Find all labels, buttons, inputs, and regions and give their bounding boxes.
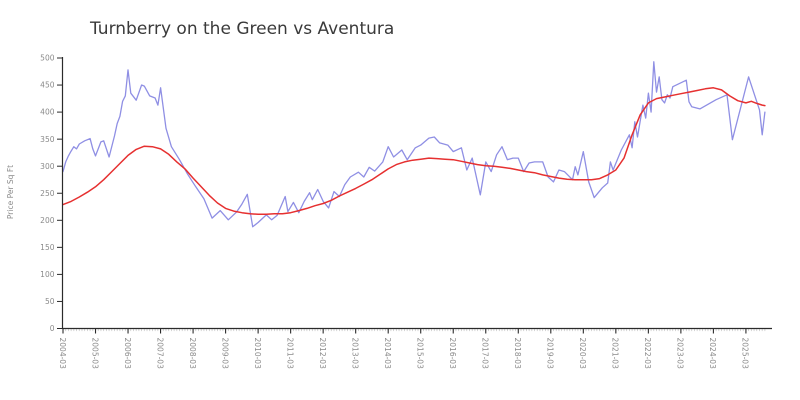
- x-tick-label: 2015-03: [416, 338, 425, 370]
- series-line-aventura: [62, 87, 766, 216]
- y-tick-label: 400: [40, 108, 55, 117]
- y-axis-major-ticks: 0 50 100 150 200 250 300 350 400 450 500: [40, 54, 63, 333]
- x-tick-label: 2012-03: [318, 338, 327, 370]
- x-tick-label: 2023-03: [676, 338, 685, 370]
- y-axis-label: Price Per Sq Ft: [6, 165, 15, 219]
- y-tick-label: 450: [40, 81, 55, 90]
- x-tick-label: 2024-03: [708, 338, 717, 370]
- x-axis-major-ticks: 2004-03 2005-03 2006-03 2007-03 2008-03 2009-…: [58, 328, 750, 370]
- y-tick-label: 200: [40, 216, 55, 225]
- x-tick-label: 2011-03: [285, 338, 294, 370]
- x-tick-label: 2019-03: [546, 338, 555, 370]
- x-tick-label: 2008-03: [188, 338, 197, 370]
- x-tick-label: 2020-03: [578, 338, 587, 370]
- x-tick-label: 2009-03: [220, 338, 229, 370]
- y-tick-label: 300: [40, 162, 55, 171]
- y-tick-label: 250: [40, 189, 55, 198]
- y-tick-label: 150: [40, 243, 55, 252]
- series-line-turnberry: [62, 61, 766, 228]
- x-tick-label: 2014-03: [383, 338, 392, 370]
- x-tick-label: 2013-03: [350, 338, 359, 370]
- x-tick-label: 2016-03: [448, 338, 457, 370]
- y-tick-label: 350: [40, 135, 55, 144]
- x-tick-label: 2005-03: [90, 338, 99, 370]
- axes-spines: [61, 57, 772, 330]
- x-tick-label: 2022-03: [643, 338, 652, 370]
- x-tick-label: 2007-03: [155, 338, 164, 370]
- y-tick-label: 100: [40, 270, 55, 279]
- x-tick-label: 2021-03: [611, 338, 620, 370]
- x-tick-label: 2004-03: [58, 338, 67, 370]
- y-tick-label: 500: [40, 54, 55, 63]
- y-tick-label: 0: [50, 324, 55, 333]
- x-tick-label: 2025-03: [741, 338, 750, 370]
- x-tick-label: 2006-03: [123, 338, 132, 370]
- y-tick-label: 50: [45, 297, 55, 306]
- series-lines: [62, 61, 766, 228]
- x-tick-label: 2010-03: [253, 338, 262, 370]
- x-tick-label: 2018-03: [513, 338, 522, 370]
- chart-title: Turnberry on the Green vs Aventura: [89, 19, 394, 39]
- x-tick-label: 2017-03: [481, 338, 490, 370]
